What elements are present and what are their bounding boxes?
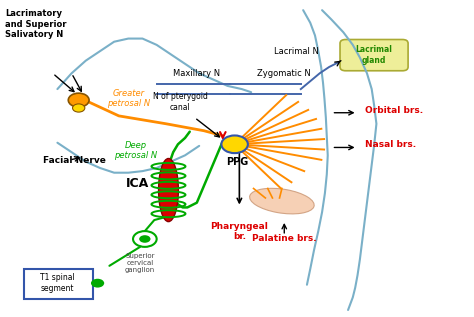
Text: Nasal brs.: Nasal brs. — [365, 140, 416, 149]
Circle shape — [68, 93, 89, 107]
Circle shape — [91, 279, 104, 288]
Text: Lacrimal
gland: Lacrimal gland — [356, 45, 392, 65]
Circle shape — [73, 104, 85, 112]
Text: Maxillary N: Maxillary N — [173, 69, 220, 78]
Text: Lacrimatory
and Superior
Salivatory N: Lacrimatory and Superior Salivatory N — [5, 9, 67, 39]
Circle shape — [221, 135, 248, 153]
Text: PPG: PPG — [226, 157, 248, 167]
Text: Lacrimal N: Lacrimal N — [273, 47, 319, 56]
Text: Palatine brs.: Palatine brs. — [252, 234, 317, 243]
Text: N of pterygoid
canal: N of pterygoid canal — [153, 92, 208, 112]
Text: Deep
petrosal N: Deep petrosal N — [114, 141, 157, 160]
Ellipse shape — [250, 188, 314, 214]
Text: Zygomatic N: Zygomatic N — [257, 69, 311, 78]
Text: Orbital brs.: Orbital brs. — [365, 106, 423, 115]
Text: T1 spinal
segment: T1 spinal segment — [40, 274, 75, 293]
Text: Superior
cervical
ganglion: Superior cervical ganglion — [125, 253, 155, 273]
Text: Facial Nerve: Facial Nerve — [43, 156, 106, 165]
FancyBboxPatch shape — [340, 40, 408, 71]
FancyBboxPatch shape — [24, 269, 93, 299]
Text: Greater
petrosal N: Greater petrosal N — [107, 89, 150, 108]
Text: ICA: ICA — [126, 177, 149, 190]
Circle shape — [139, 235, 151, 243]
Text: Pharyngeal
br.: Pharyngeal br. — [210, 222, 268, 241]
Circle shape — [133, 231, 156, 247]
Ellipse shape — [158, 158, 178, 222]
